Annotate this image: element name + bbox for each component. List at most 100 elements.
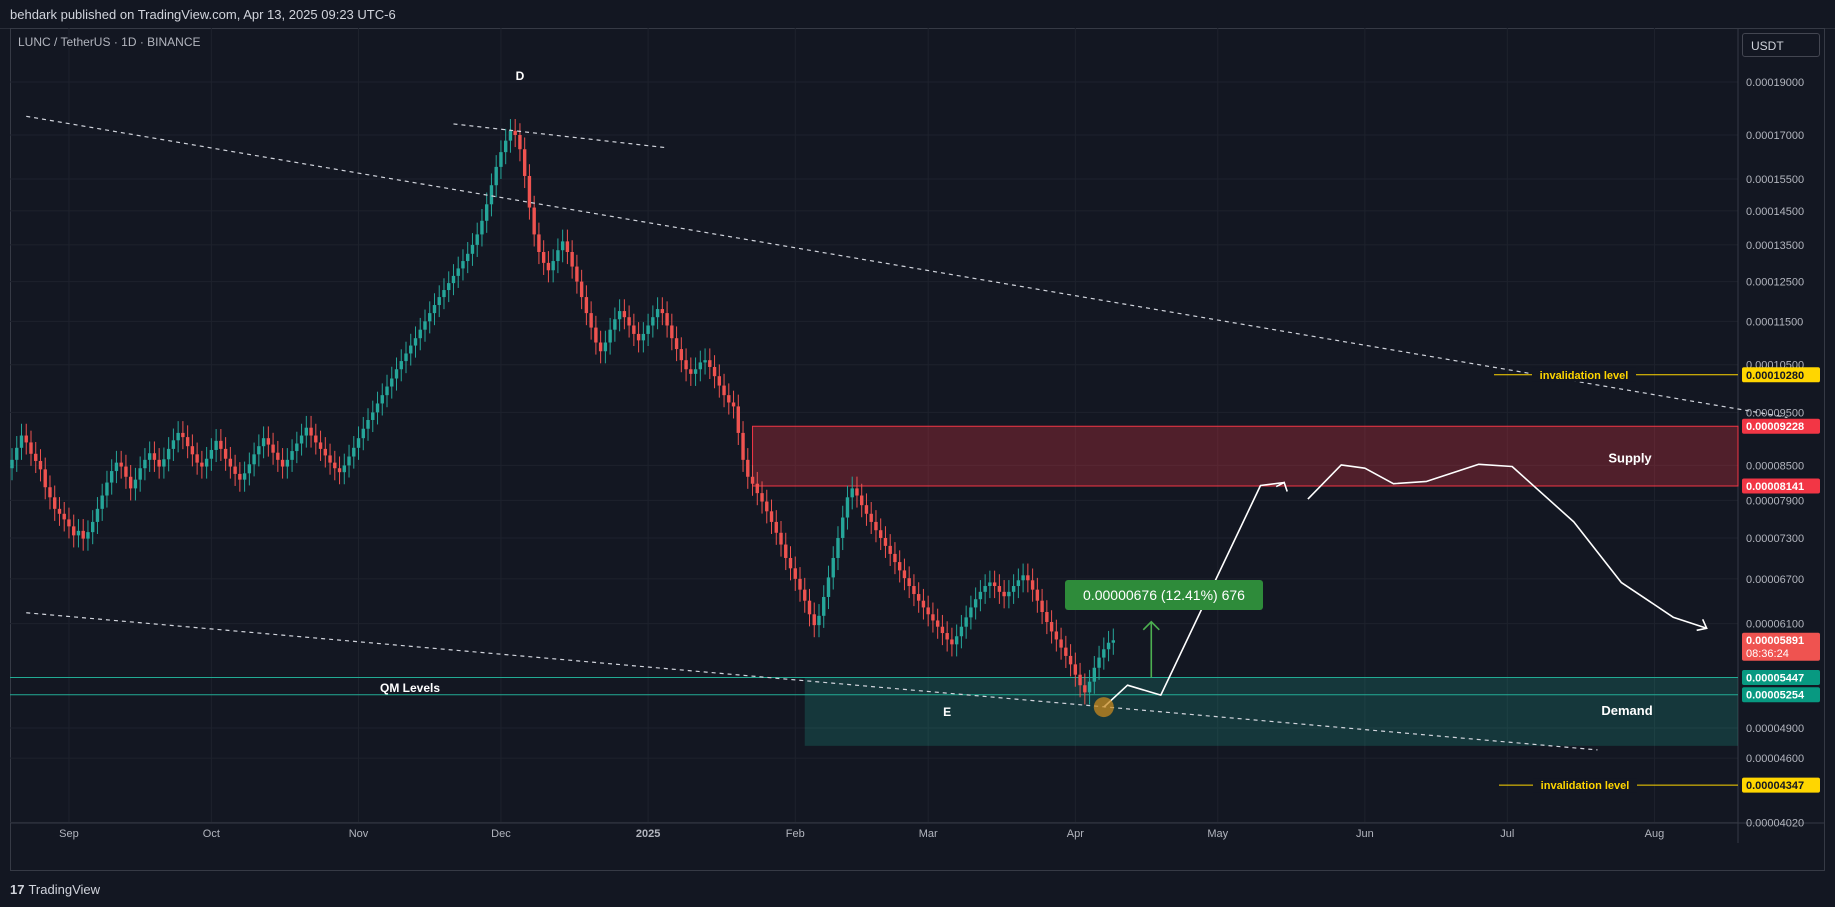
price-tag-text: 0.00010280 xyxy=(1746,370,1804,382)
candle-body xyxy=(689,369,693,374)
y-tick-label: 0.00004900 xyxy=(1746,723,1804,735)
x-tick-label: 2025 xyxy=(636,828,660,840)
candle-body xyxy=(665,313,669,326)
candle-body xyxy=(617,311,622,320)
x-tick-label: Sep xyxy=(59,828,79,840)
invalidation-label: invalidation level xyxy=(1541,780,1630,792)
candle-body xyxy=(366,419,370,429)
candle-body xyxy=(1083,685,1087,693)
candle-body xyxy=(252,454,256,465)
x-tick-label: Jul xyxy=(1500,828,1514,840)
candle-body xyxy=(784,544,788,558)
candle-body xyxy=(280,459,285,467)
candle-body xyxy=(100,495,104,509)
candle-body xyxy=(233,466,237,474)
candle-body xyxy=(247,464,252,474)
candle-body xyxy=(470,244,475,254)
candle-body xyxy=(43,469,47,488)
candle-body xyxy=(195,454,199,463)
price-tag-invalidation xyxy=(1742,777,1820,793)
candle-body xyxy=(147,453,152,460)
candle-body xyxy=(674,338,679,350)
candle-body xyxy=(708,360,712,367)
candle-body xyxy=(912,586,916,595)
tradingview-logo[interactable]: 17 TradingView xyxy=(10,882,100,897)
measure-label: 0.00000676 (12.41%) 676 xyxy=(1083,587,1245,603)
candle-body xyxy=(964,617,968,627)
candle-body xyxy=(119,462,123,467)
candle-body xyxy=(456,268,460,276)
candle-body xyxy=(62,513,66,520)
measure-box xyxy=(1065,580,1263,610)
candle-body xyxy=(845,497,850,518)
candle-body xyxy=(261,438,266,447)
candle-body xyxy=(769,511,774,522)
candle-body xyxy=(826,577,831,597)
candle-body xyxy=(940,626,945,634)
price-tag-text: 0.00005891 xyxy=(1746,635,1804,647)
candle-body xyxy=(1102,649,1106,658)
candle-body xyxy=(223,448,228,459)
candle-body xyxy=(200,462,204,467)
chart-frame[interactable] xyxy=(10,28,1825,871)
candle-body xyxy=(318,442,323,449)
candle-body xyxy=(1087,681,1092,693)
candle-body xyxy=(57,508,62,514)
footer: 17 TradingView xyxy=(0,873,1835,907)
candle-body xyxy=(404,353,408,362)
candle-body xyxy=(1030,580,1035,590)
projection-arrowhead xyxy=(1275,481,1288,492)
candle-body xyxy=(1064,647,1068,656)
candle-body xyxy=(779,532,783,545)
price-tag-countdown: 08:36:24 xyxy=(1746,648,1789,660)
candle-body xyxy=(143,459,147,469)
candle-body xyxy=(698,362,703,370)
candle-body xyxy=(53,497,57,509)
candle-body xyxy=(560,241,565,251)
candle-body xyxy=(228,458,233,467)
candle-body xyxy=(570,252,574,267)
candle-body xyxy=(1035,589,1040,601)
candle-body xyxy=(337,468,342,473)
candle-body xyxy=(945,633,949,640)
candle-body xyxy=(38,460,43,470)
candle-body xyxy=(888,545,892,554)
candle-body xyxy=(133,479,138,489)
candle-body xyxy=(442,290,446,298)
candle-body xyxy=(973,599,978,608)
point-label-e: E xyxy=(943,705,951,719)
candle-body xyxy=(171,440,176,449)
candle-body xyxy=(717,376,722,386)
candle-body xyxy=(1040,600,1044,612)
candle-body xyxy=(902,570,907,579)
candle-body xyxy=(546,262,551,271)
trendline xyxy=(453,123,668,149)
candle-body xyxy=(24,435,28,443)
candle-body xyxy=(290,451,294,460)
demand-zone xyxy=(804,677,1738,746)
y-tick-label: 0.00007300 xyxy=(1746,533,1804,545)
projection-path xyxy=(1103,463,1707,708)
candle-body xyxy=(90,521,95,533)
candle-body xyxy=(67,519,71,527)
zones-layer: QM Levels Supply Demand xyxy=(10,425,1739,746)
candle-body xyxy=(589,313,593,328)
candle-body xyxy=(831,557,835,578)
candle-body xyxy=(565,241,570,253)
candle-body xyxy=(916,594,921,601)
currency-button[interactable]: USDT xyxy=(1742,33,1820,57)
e-point-marker xyxy=(1093,697,1114,718)
candle-body xyxy=(271,444,275,453)
candle-body xyxy=(451,275,456,284)
candle-body xyxy=(921,600,926,608)
candle-body xyxy=(997,586,1002,592)
tradingview-icon: 17 xyxy=(10,882,25,897)
supply-label: Supply xyxy=(1608,451,1652,466)
candle-body xyxy=(869,513,873,522)
candle-body xyxy=(632,325,636,334)
candles-layer xyxy=(10,119,1116,705)
candle-body xyxy=(34,453,38,461)
candle-body xyxy=(1021,575,1025,581)
candle-body xyxy=(95,508,100,522)
